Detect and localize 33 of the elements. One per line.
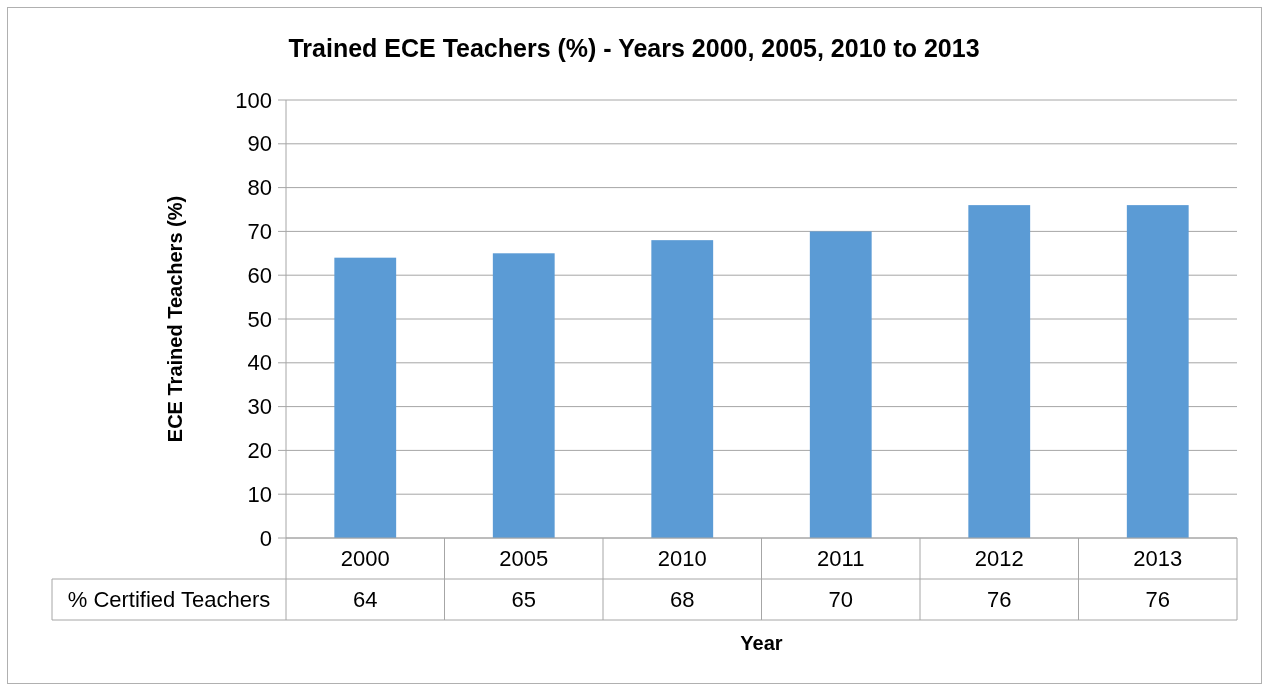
data-label: 76	[987, 587, 1012, 612]
y-tick-label: 100	[235, 87, 272, 113]
y-tick-label: 90	[247, 131, 272, 157]
x-tick-label: 2011	[817, 546, 865, 571]
y-tick-label: 0	[259, 525, 272, 551]
data-label: 64	[353, 587, 378, 612]
bar	[651, 240, 714, 538]
y-axis-title: ECE Trained Teachers (%)	[164, 195, 186, 443]
data-label: 76	[1145, 587, 1170, 612]
y-tick-label: 50	[247, 306, 272, 332]
y-tick-label: 40	[247, 350, 272, 376]
x-tick-label: 2000	[340, 546, 390, 571]
x-tick-label: 2013	[1133, 546, 1183, 571]
y-tick-label: 70	[247, 218, 272, 244]
bar	[492, 253, 555, 538]
data-label: 70	[828, 587, 853, 612]
y-tick-label: 60	[247, 262, 272, 288]
data-label: 65	[511, 587, 536, 612]
y-tick-label: 30	[247, 394, 272, 420]
bar	[809, 231, 872, 538]
x-tick-label: 2012	[974, 546, 1024, 571]
bar	[968, 205, 1031, 538]
y-tick-label: 10	[247, 481, 272, 507]
bar	[334, 257, 397, 538]
x-tick-label: 2010	[657, 546, 707, 571]
y-tick-label: 80	[247, 175, 272, 201]
text: % Certified Teachers	[67, 587, 271, 612]
bar	[1126, 205, 1189, 538]
y-tick-label: 20	[247, 437, 272, 463]
x-tick-label: 2005	[499, 546, 549, 571]
chart-title: Trained ECE Teachers (%) - Years 2000, 2005, 2010 to 2013	[288, 34, 980, 62]
x-axis-title: Year	[740, 632, 783, 654]
data-label: 68	[670, 587, 695, 612]
